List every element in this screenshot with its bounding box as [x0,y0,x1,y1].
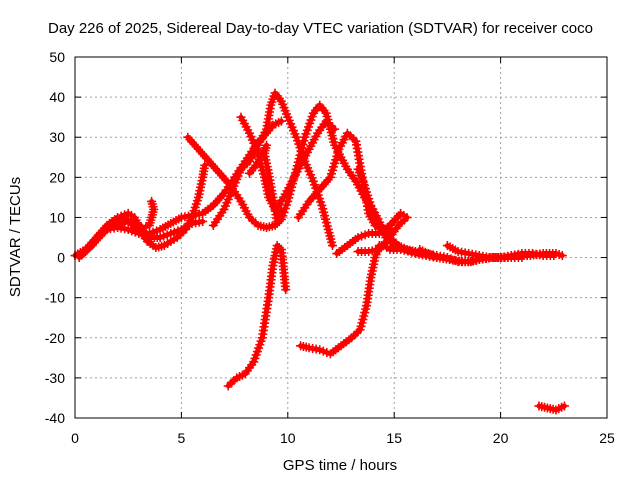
data-point [353,247,363,257]
y-tick-label: 50 [49,49,65,65]
series-markers [442,241,559,263]
data-point [200,160,210,170]
data-point [281,285,291,295]
series-line [225,243,289,389]
data-series-s8 [244,140,286,226]
y-tick-label: 0 [57,250,65,266]
data-point [557,251,567,261]
y-tick-label: 30 [49,129,65,145]
y-tick-label: -10 [45,290,65,306]
x-tick-label: 15 [386,430,402,446]
chart-title: Day 226 of 2025, Sidereal Day-to-day VTE… [48,20,593,37]
x-tick-label: 20 [493,430,509,446]
series-markers [74,160,210,263]
series-markers [244,140,286,226]
y-tick-label: -30 [45,370,65,386]
y-tick-label: -40 [45,410,65,426]
series-markers [113,196,159,234]
x-tick-label: 0 [71,430,79,446]
y-tick-label: 20 [49,169,65,185]
data-point [549,251,559,261]
data-series-s16 [534,401,569,415]
series-markers [223,241,291,391]
data-point [272,241,282,251]
y-axis-title: SDTVAR / TECUs [7,177,24,297]
y-tick-label: -20 [45,330,65,346]
y-tick-label: 10 [49,209,65,225]
data-point [198,216,208,226]
axis-ticks: 0 5 10 15 20 25 -40 -30 -20 -10 0 10 20 30 40 50 [45,49,615,446]
grid [75,57,607,418]
data-point [276,204,286,214]
series-markers [534,401,569,415]
y-tick-label: 40 [49,89,65,105]
series-markers [296,241,438,359]
data-point [276,116,286,126]
plot-frame [74,56,608,419]
x-tick-label: 25 [599,430,615,446]
x-axis-title: GPS time / hours [283,457,397,474]
x-tick-label: 10 [280,430,296,446]
data-series-s2 [74,160,210,263]
data-series-s4 [113,196,159,234]
data-series-s15 [442,241,559,263]
x-tick-label: 5 [178,430,186,446]
data-series-s12 [223,241,291,391]
data-point [559,401,569,411]
data-point [327,241,337,251]
data-series-s13 [296,241,438,359]
data-point [147,196,157,206]
data-point [274,243,284,253]
data-series-layer [70,88,569,415]
data-point [330,124,340,134]
